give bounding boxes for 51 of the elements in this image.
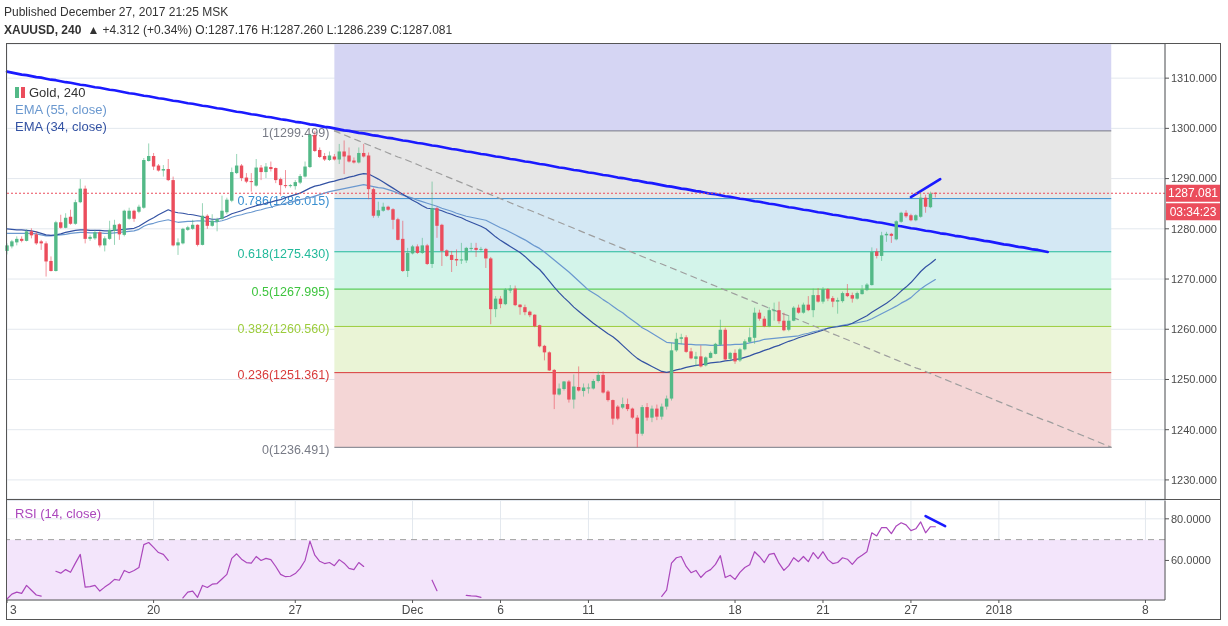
x-tick-label: 2018 (985, 602, 1013, 617)
y-tick-label: 1250.000 (1171, 373, 1217, 386)
ref-line-label: 0.618(1275.430) (237, 247, 330, 262)
chart-subtitle: ▲ +4.312 (+0.34%) O:1287.176 H:1287.260 L:1286.239 C:1287.081 (87, 23, 453, 37)
line-series (924, 514, 947, 528)
candlestick (557, 382, 561, 397)
chart-title: XAUUSD, 240 (4, 23, 82, 37)
candlestick (523, 304, 527, 316)
y-tick-label: 1270.000 (1171, 272, 1217, 285)
text: EMA (34, close) (15, 119, 107, 134)
text: 03:34:23 (1169, 204, 1217, 219)
text: EMA (55, close) (15, 102, 107, 117)
ref-line-label: 1(1299.499) (261, 126, 330, 141)
x-tick-label: 11 (582, 602, 595, 617)
candlestick (215, 217, 219, 232)
candlestick (694, 351, 698, 367)
ref-line-label: 0.5(1267.995) (251, 284, 330, 299)
ref-line-label: 0.382(1260.560) (237, 321, 330, 336)
text: RSI (14, close) (15, 506, 101, 521)
candlestick (479, 246, 483, 253)
y-tick-label: 1280.000 (1171, 222, 1217, 235)
ref-line-label: 0(1236.491) (261, 442, 330, 457)
x-tick-label: Dec (401, 602, 424, 617)
legend-label: Gold, 240 (29, 85, 86, 100)
x-tick-label: 18 (728, 602, 743, 617)
x-tick-label: 6 (497, 602, 505, 617)
y-tick-label: 60.0000 (1171, 554, 1211, 567)
ref-line-label: 0.236(1251.361) (237, 368, 330, 383)
y-tick-label: 1260.000 (1171, 323, 1217, 336)
candlestick (259, 164, 263, 181)
line-series (909, 177, 942, 199)
candlestick (816, 287, 820, 304)
x-tick-label: 3 (10, 602, 17, 617)
x-tick-label: 21 (816, 602, 830, 617)
y-tick-label: 1310.000 (1171, 72, 1217, 85)
candlestick (264, 162, 268, 179)
text: Published December 27, 2017 21:25 MSK (4, 5, 229, 19)
x-tick-label: 27 (288, 602, 303, 617)
candlestick (733, 348, 737, 365)
y-tick-label: 1230.000 (1171, 473, 1217, 486)
x-tick-label: 8 (1142, 602, 1150, 617)
x-tick-label: 27 (904, 602, 918, 617)
line-series (333, 130, 1112, 448)
x-tick-label: 20 (146, 602, 161, 617)
y-tick-label: 80.0000 (1171, 512, 1211, 525)
y-tick-label: 1290.000 (1171, 172, 1217, 185)
candlestick (586, 382, 591, 395)
y-tick-label: 1300.000 (1171, 122, 1217, 135)
candlestick (474, 242, 478, 258)
ref-line-label: 1287.081 (1167, 186, 1219, 201)
y-tick-label: 1240.000 (1171, 423, 1217, 436)
